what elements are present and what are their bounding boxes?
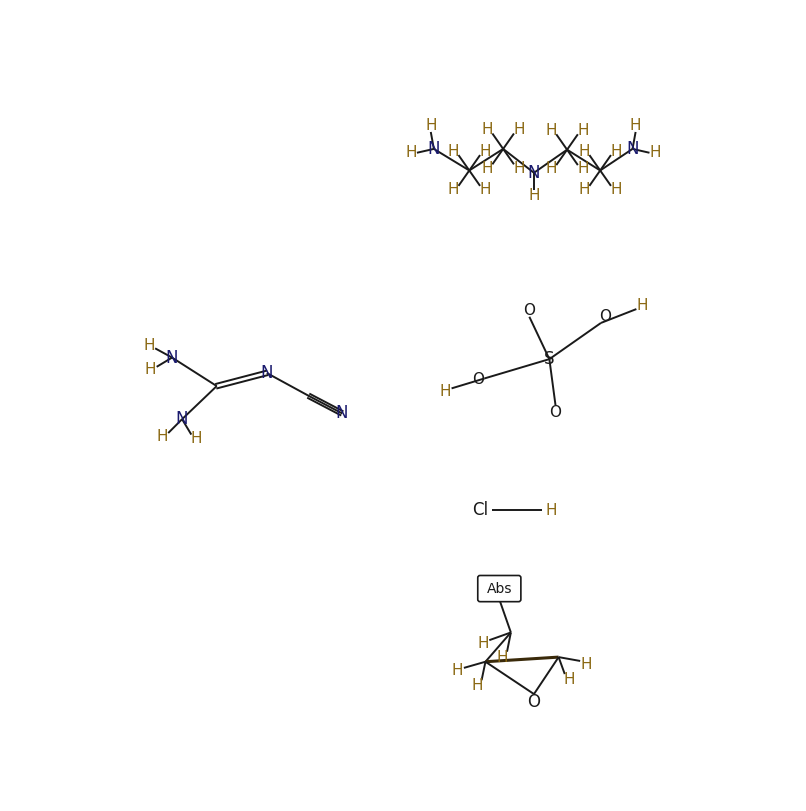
Text: H: H: [578, 144, 590, 159]
Text: H: H: [546, 503, 558, 517]
Text: H: H: [545, 161, 557, 177]
Text: H: H: [481, 122, 492, 137]
Text: H: H: [577, 123, 589, 138]
Text: H: H: [580, 657, 592, 672]
Text: H: H: [156, 429, 168, 444]
FancyBboxPatch shape: [478, 576, 521, 602]
Text: H: H: [447, 144, 459, 159]
Text: H: H: [145, 363, 156, 377]
Text: H: H: [496, 650, 508, 664]
Text: Cl: Cl: [472, 501, 488, 519]
Text: O: O: [472, 372, 484, 388]
Text: O: O: [523, 303, 535, 318]
Text: N: N: [335, 404, 347, 422]
Text: H: H: [191, 431, 202, 446]
Text: O: O: [527, 693, 541, 710]
Text: S: S: [544, 350, 555, 368]
Text: H: H: [447, 182, 459, 197]
Text: H: H: [439, 384, 451, 399]
Text: H: H: [611, 182, 622, 197]
Text: N: N: [528, 164, 540, 182]
Text: H: H: [650, 145, 662, 161]
Text: N: N: [260, 364, 273, 382]
Text: H: H: [577, 161, 589, 177]
Text: H: H: [629, 118, 642, 133]
Text: H: H: [611, 144, 622, 159]
Text: O: O: [599, 309, 611, 324]
Text: H: H: [528, 188, 540, 204]
Text: N: N: [176, 410, 189, 428]
Text: H: H: [452, 663, 463, 679]
Text: H: H: [513, 161, 525, 176]
Text: Abs: Abs: [487, 581, 512, 595]
Text: H: H: [472, 678, 483, 693]
Text: H: H: [425, 118, 437, 133]
Text: H: H: [480, 144, 491, 159]
Text: H: H: [513, 122, 525, 137]
Text: H: H: [578, 182, 590, 197]
Text: H: H: [143, 337, 155, 353]
Text: H: H: [481, 161, 492, 176]
Text: H: H: [563, 672, 575, 687]
Text: N: N: [626, 140, 639, 158]
Text: H: H: [477, 636, 489, 650]
Text: N: N: [428, 140, 440, 158]
Text: O: O: [550, 405, 562, 420]
Text: H: H: [480, 182, 491, 197]
Text: N: N: [166, 349, 178, 367]
Text: H: H: [637, 298, 648, 314]
Text: H: H: [545, 123, 557, 138]
Text: H: H: [405, 145, 417, 161]
